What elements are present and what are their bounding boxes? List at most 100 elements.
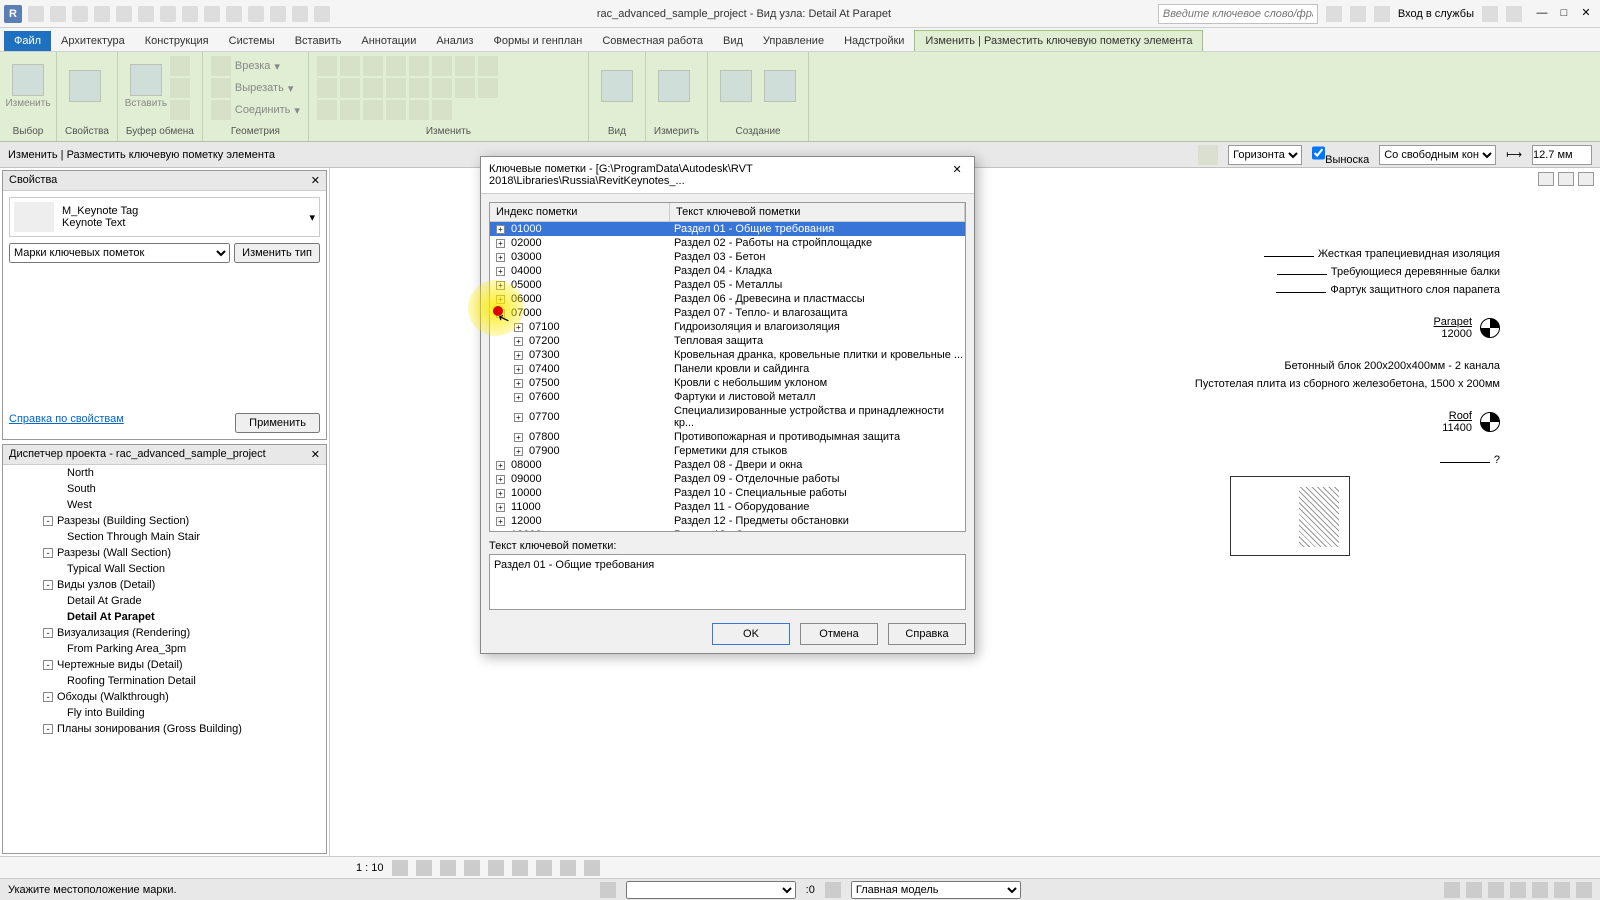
view-icon[interactable] (488, 860, 504, 876)
modify-icon[interactable] (432, 78, 452, 98)
keynote-row[interactable]: -07000Раздел 07 - Тепло- и влагозащита (490, 306, 965, 320)
keynote-row[interactable]: +07300Кровельная дранка, кровельные плит… (490, 348, 965, 362)
modify-icon[interactable] (340, 56, 360, 76)
status-icon[interactable] (1444, 882, 1460, 898)
browser-item[interactable]: Typical Wall Section (3, 561, 326, 577)
tab-view[interactable]: Вид (713, 31, 753, 51)
measure-button[interactable] (654, 56, 694, 116)
qat-icon[interactable] (160, 6, 176, 22)
qat-icon[interactable] (182, 6, 198, 22)
browser-item[interactable]: -Разрезы (Building Section) (3, 513, 326, 529)
keynote-row[interactable]: +07400Панели кровли и сайдинга (490, 362, 965, 376)
view-max-icon[interactable] (1558, 172, 1574, 186)
tab-insert[interactable]: Вставить (285, 31, 352, 51)
keynote-row[interactable]: +12000Раздел 12 - Предметы обстановки (490, 514, 965, 528)
filter-select[interactable]: Марки ключевых пометок (9, 243, 230, 263)
browser-item[interactable]: -Разрезы (Wall Section) (3, 545, 326, 561)
signin-link[interactable]: Вход в службы (1398, 8, 1474, 20)
tab-analyze[interactable]: Анализ (426, 31, 483, 51)
browser-item[interactable]: -Чертежные виды (Detail) (3, 657, 326, 673)
column-header-text[interactable]: Текст ключевой пометки (670, 203, 965, 221)
tab-modify-contextual[interactable]: Изменить | Разместить ключевую пометку э… (914, 30, 1203, 51)
keynote-row[interactable]: +04000Раздел 04 - Кладка (490, 264, 965, 278)
view-icon[interactable] (440, 860, 456, 876)
browser-tree[interactable]: NorthSouthWest-Разрезы (Building Section… (3, 465, 326, 745)
keynote-row[interactable]: +13000Раздел 13 - Специальное конструиро… (490, 528, 965, 532)
workset-select[interactable] (626, 881, 796, 899)
modify-icon[interactable] (409, 78, 429, 98)
keynote-row[interactable]: +02000Раздел 02 - Работы на стройплощадк… (490, 236, 965, 250)
modify-icon[interactable] (409, 100, 429, 120)
modify-button[interactable]: Изменить (8, 56, 48, 116)
status-icon[interactable] (1510, 882, 1526, 898)
star-icon[interactable] (1374, 6, 1390, 22)
qat-icon[interactable] (292, 6, 308, 22)
create-button[interactable] (760, 56, 800, 116)
view-icon[interactable] (416, 860, 432, 876)
keynote-row[interactable]: +07800Противопожарная и противодымная за… (490, 430, 965, 444)
view-close-icon[interactable] (1578, 172, 1594, 186)
view-min-icon[interactable] (1538, 172, 1554, 186)
exchange-icon[interactable] (1482, 6, 1498, 22)
modify-icon[interactable] (432, 56, 452, 76)
modify-icon[interactable] (478, 56, 498, 76)
modify-icon[interactable] (363, 78, 383, 98)
tab-architecture[interactable]: Архитектура (51, 31, 135, 51)
modify-icon[interactable] (386, 78, 406, 98)
keynote-row[interactable]: +09000Раздел 09 - Отделочные работы (490, 472, 965, 486)
modify-icon[interactable] (455, 56, 475, 76)
keynote-row[interactable]: +07200Тепловая защита (490, 334, 965, 348)
browser-item[interactable]: -Виды узлов (Detail) (3, 577, 326, 593)
view-icon[interactable] (560, 860, 576, 876)
modify-icon[interactable] (363, 56, 383, 76)
column-header-index[interactable]: Индекс пометки (490, 203, 670, 221)
panel-close-icon[interactable]: ✕ (311, 174, 320, 187)
tab-annotate[interactable]: Аннотации (351, 31, 426, 51)
close-button[interactable]: ✕ (1576, 5, 1596, 23)
browser-item[interactable]: -Планы зонирования (Gross Building) (3, 721, 326, 737)
cancel-button[interactable]: Отмена (800, 623, 878, 645)
modify-icon[interactable] (317, 56, 337, 76)
qat-icon[interactable] (94, 6, 110, 22)
tab-massing[interactable]: Формы и генплан (483, 31, 592, 51)
view-icon[interactable] (392, 860, 408, 876)
type-selector[interactable]: M_Keynote Tag Keynote Text ▾ (9, 197, 320, 237)
browser-item[interactable]: -Визуализация (Rendering) (3, 625, 326, 641)
orientation-select[interactable]: Горизонта (1228, 145, 1302, 165)
view-button[interactable] (597, 56, 637, 116)
browser-item[interactable]: Detail At Grade (3, 593, 326, 609)
search-input[interactable] (1158, 4, 1318, 24)
keynote-row[interactable]: +05000Раздел 05 - Металлы (490, 278, 965, 292)
paste-button[interactable]: Вставить (126, 56, 166, 116)
keynote-row[interactable]: +07500Кровли с небольшим уклоном (490, 376, 965, 390)
view-icon[interactable] (464, 860, 480, 876)
tab-systems[interactable]: Системы (219, 31, 285, 51)
status-icon[interactable] (1532, 882, 1548, 898)
tab-file[interactable]: Файл (4, 31, 51, 51)
browser-item[interactable]: South (3, 481, 326, 497)
tab-addins[interactable]: Надстройки (834, 31, 914, 51)
modify-icon[interactable] (386, 100, 406, 120)
properties-button[interactable] (65, 56, 105, 116)
modify-icon[interactable] (386, 56, 406, 76)
qat-icon[interactable] (72, 6, 88, 22)
modify-icon[interactable] (455, 78, 475, 98)
keynote-row[interactable]: +07700Специализированные устройства и пр… (490, 404, 965, 430)
browser-item[interactable]: Detail At Parapet (3, 609, 326, 625)
qat-icon[interactable] (270, 6, 286, 22)
leader-type-select[interactable]: Со свободным кон (1379, 145, 1496, 165)
maximize-button[interactable]: □ (1554, 5, 1574, 23)
qat-icon[interactable] (28, 6, 44, 22)
browser-item[interactable]: North (3, 465, 326, 481)
key-icon[interactable] (1350, 6, 1366, 22)
modify-icon[interactable] (478, 78, 498, 98)
view-icon[interactable] (512, 860, 528, 876)
qat-icon[interactable] (116, 6, 132, 22)
properties-grid[interactable] (9, 267, 320, 407)
edit-type-button[interactable]: Изменить тип (234, 243, 320, 263)
minimize-button[interactable]: — (1532, 5, 1552, 23)
keynote-row[interactable]: +06000Раздел 06 - Древесина и пластмассы (490, 292, 965, 306)
properties-help-link[interactable]: Справка по свойствам (9, 413, 124, 433)
qat-icon[interactable] (226, 6, 242, 22)
keynote-row[interactable]: +07600Фартуки и листовой металл (490, 390, 965, 404)
